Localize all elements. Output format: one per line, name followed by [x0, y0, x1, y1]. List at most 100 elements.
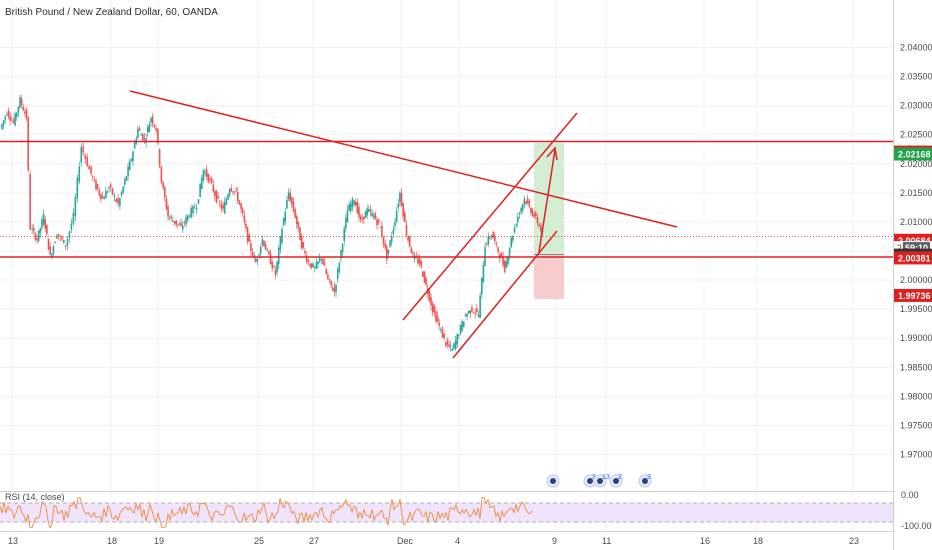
candle-body[interactable] [513, 227, 516, 233]
candle-body[interactable] [299, 227, 301, 241]
candle-body[interactable] [300, 235, 303, 249]
candle-body[interactable] [86, 156, 88, 167]
candle-body[interactable] [177, 223, 179, 225]
candle-body[interactable] [178, 224, 181, 226]
candle-body[interactable] [181, 225, 184, 230]
candle-body[interactable] [526, 198, 529, 204]
candle-body[interactable] [277, 247, 280, 265]
candle-body[interactable] [148, 124, 151, 133]
candle-body[interactable] [188, 216, 191, 218]
candle-body[interactable] [390, 236, 393, 243]
candle-body[interactable] [197, 199, 200, 204]
candle-body[interactable] [115, 199, 118, 203]
candle-body[interactable] [428, 290, 431, 301]
candle-body[interactable] [163, 187, 166, 198]
candle-body[interactable] [425, 278, 427, 285]
candle-body[interactable] [503, 261, 506, 272]
candle-body[interactable] [215, 191, 218, 203]
candle-body[interactable] [467, 310, 470, 313]
candle-body[interactable] [95, 180, 97, 190]
candle-body[interactable] [223, 202, 226, 214]
candle-body[interactable] [55, 236, 58, 239]
candle-body[interactable] [466, 314, 468, 317]
candle-body[interactable] [508, 248, 511, 256]
candle-body[interactable] [2, 120, 5, 125]
candle-body[interactable] [72, 212, 75, 224]
candle-body[interactable] [279, 236, 282, 250]
candle-body[interactable] [128, 161, 131, 170]
candle-body[interactable] [353, 200, 355, 205]
candle-body[interactable] [273, 266, 275, 267]
candle-body[interactable] [209, 178, 211, 180]
candle-body[interactable] [474, 312, 477, 314]
candle-body[interactable] [307, 260, 310, 263]
candle-body[interactable] [195, 207, 198, 210]
candle-body[interactable] [27, 117, 29, 171]
candle-body[interactable] [96, 184, 99, 190]
candle-body[interactable] [505, 261, 508, 268]
candle-body[interactable] [66, 238, 69, 246]
candle-body[interactable] [237, 191, 239, 202]
candle-body[interactable] [440, 328, 442, 330]
candle-body[interactable] [281, 228, 283, 243]
candle-body[interactable] [469, 310, 472, 314]
candle-body[interactable] [382, 236, 385, 245]
candle-body[interactable] [368, 209, 370, 212]
candle-body[interactable] [464, 314, 467, 316]
candle-body[interactable] [287, 192, 290, 200]
candle-body[interactable] [109, 184, 112, 188]
candle-body[interactable] [346, 210, 349, 223]
candle-body[interactable] [180, 223, 182, 226]
candle-body[interactable] [93, 179, 96, 181]
candle-body[interactable] [243, 215, 246, 222]
candle-body[interactable] [108, 187, 110, 189]
candle-body[interactable] [200, 177, 203, 189]
candle-body[interactable] [54, 241, 56, 244]
candle-body[interactable] [449, 345, 452, 347]
candle-body[interactable] [255, 258, 257, 263]
candle-body[interactable] [192, 205, 194, 214]
candle-body[interactable] [331, 288, 334, 291]
candle-body[interactable] [530, 207, 532, 213]
candle-body[interactable] [282, 218, 285, 226]
candle-body[interactable] [228, 189, 231, 196]
candle-body[interactable] [341, 244, 344, 253]
candle-body[interactable] [263, 240, 265, 247]
candle-body[interactable] [214, 190, 216, 197]
candle-body[interactable] [207, 173, 210, 182]
candle-body[interactable] [412, 253, 414, 255]
candle-body[interactable] [358, 206, 360, 218]
candle-body[interactable] [269, 253, 272, 265]
candle-body[interactable] [479, 295, 481, 318]
descending-trendline[interactable] [129, 90, 678, 228]
candle-body[interactable] [492, 232, 495, 239]
candle-body[interactable] [446, 340, 449, 345]
candle-body[interactable] [313, 266, 316, 268]
candle-body[interactable] [420, 261, 422, 267]
candle-body[interactable] [386, 246, 388, 260]
candle-body[interactable] [82, 146, 85, 153]
candle-body[interactable] [444, 342, 447, 347]
candle-body[interactable] [359, 215, 362, 220]
candle-body[interactable] [295, 216, 298, 225]
candle-body[interactable] [117, 198, 119, 204]
candle-body[interactable] [284, 211, 287, 222]
candle-body[interactable] [322, 258, 324, 264]
candle-body[interactable] [533, 214, 535, 217]
candle-body[interactable] [183, 222, 186, 224]
candle-body[interactable] [9, 116, 11, 121]
candle-body[interactable] [318, 258, 321, 262]
candle-body[interactable] [310, 263, 313, 269]
candle-body[interactable] [113, 195, 116, 197]
candle-body[interactable] [338, 263, 341, 272]
candle-body[interactable] [98, 190, 101, 195]
candle-body[interactable] [462, 321, 465, 328]
candle-body[interactable] [190, 208, 192, 218]
candle-body[interactable] [46, 225, 48, 234]
candle-body[interactable] [220, 204, 223, 209]
candle-body[interactable] [379, 227, 382, 228]
candle-body[interactable] [363, 216, 365, 220]
candle-body[interactable] [165, 198, 168, 210]
candle-body[interactable] [497, 247, 499, 253]
candle-body[interactable] [22, 106, 25, 111]
